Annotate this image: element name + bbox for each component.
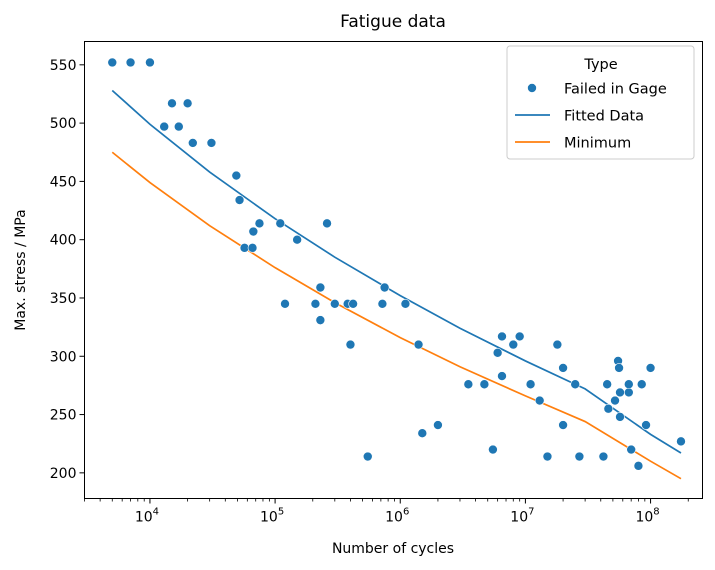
scatter-point: [234, 195, 245, 205]
scatter-point: [310, 299, 321, 309]
scatter-point: [125, 57, 136, 68]
scatter-point: [570, 379, 581, 390]
scatter-point: [239, 243, 250, 253]
series-line-minimum: [111, 151, 682, 480]
scatter-point: [497, 331, 507, 342]
legend-title: Type: [583, 57, 617, 73]
y-tick-label: 550: [50, 58, 77, 74]
y-tick-label: 450: [50, 174, 77, 190]
legend: Type Failed in Gage Fitted Data Minimum: [506, 45, 695, 160]
scatter-point: [676, 436, 686, 447]
scatter-point: [248, 226, 259, 237]
scatter-point: [598, 451, 609, 462]
scatter-point: [636, 379, 647, 390]
x-tick-label: 106: [385, 507, 409, 526]
scatter-point: [345, 339, 356, 350]
scatter-point: [254, 218, 265, 229]
scatter-point: [542, 451, 553, 462]
scatter-point: [626, 444, 636, 455]
scatter-point: [315, 315, 326, 325]
scatter-point: [633, 461, 644, 471]
y-tick-label: 500: [50, 116, 77, 132]
scatter-point: [413, 339, 424, 350]
scatter-point: [173, 121, 184, 132]
scatter-point: [348, 299, 358, 309]
y-tick-label: 200: [50, 466, 77, 482]
scatter-point: [463, 379, 474, 390]
x-axis-title: Number of cycles: [332, 541, 454, 557]
y-tick-label: 250: [50, 408, 77, 424]
scatter-point: [188, 138, 198, 148]
scatter-point: [641, 420, 651, 430]
scatter-point: [330, 299, 340, 309]
scatter-point: [377, 299, 388, 309]
scatter-point: [362, 451, 373, 462]
y-tick-label: 400: [50, 233, 77, 249]
x-tick-label: 104: [135, 507, 159, 526]
legend-box: [506, 45, 695, 160]
x-tick-label: 107: [510, 507, 534, 526]
scatter-point: [615, 412, 625, 422]
scatter-point: [610, 395, 620, 406]
scatter-point: [182, 98, 193, 109]
scatter-point: [614, 363, 624, 373]
scatter-point: [602, 379, 612, 390]
scatter-point: [231, 170, 242, 181]
series-layer: [107, 57, 686, 480]
scatter-point: [558, 363, 568, 373]
legend-label: Fitted Data: [564, 109, 644, 125]
scatter-point: [574, 451, 585, 462]
x-tick-label: 108: [635, 507, 659, 526]
series-line-fitted-data: [111, 89, 682, 454]
scatter-point: [603, 403, 614, 414]
scatter-point: [417, 428, 428, 439]
scatter-point: [534, 395, 545, 406]
scatter-point: [508, 339, 519, 350]
scatter-point: [322, 218, 332, 229]
scatter-point: [275, 218, 286, 229]
scatter-point: [623, 387, 634, 398]
chart-title: Fatigue data: [340, 12, 446, 32]
scatter-point: [292, 234, 302, 245]
scatter-point: [488, 444, 498, 455]
y-axis-title: Max. stress / MPa: [13, 209, 29, 330]
scatter-point: [159, 121, 169, 132]
scatter-point: [479, 379, 490, 390]
scatter-point: [497, 371, 507, 381]
scatter-point: [645, 363, 656, 373]
scatter-point: [558, 420, 568, 430]
legend-label: Minimum: [564, 136, 631, 152]
legend-label: Failed in Gage: [564, 82, 667, 98]
scatter-point: [315, 282, 326, 293]
y-tick-label: 350: [50, 291, 77, 307]
x-tick-label: 105: [260, 507, 284, 526]
scatter-point: [145, 57, 155, 68]
scatter-point: [433, 420, 443, 430]
y-tick-label: 300: [50, 349, 77, 365]
scatter-point: [206, 138, 217, 148]
scatter-point: [107, 57, 118, 68]
legend-marker: [527, 83, 537, 93]
scatter-point: [615, 387, 625, 398]
scatter-point: [280, 299, 290, 309]
scatter-point: [167, 98, 177, 109]
axes: 200 250 300 350 400 450 500 550 104 105 106 107 108: [50, 58, 689, 526]
scatter-point: [623, 379, 634, 390]
scatter-point: [492, 347, 503, 358]
scatter-point: [247, 243, 258, 253]
scatter-point: [514, 331, 525, 342]
scatter-point: [400, 299, 411, 309]
scatter-point: [552, 339, 563, 350]
scatter-point: [525, 379, 536, 390]
scatter-point: [379, 282, 390, 293]
